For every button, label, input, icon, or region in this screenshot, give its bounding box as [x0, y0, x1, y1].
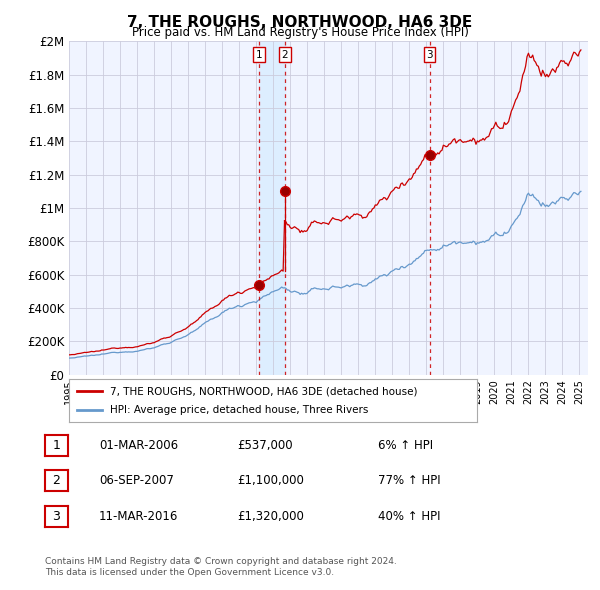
Bar: [259, 41, 284, 375]
Text: 7, THE ROUGHS, NORTHWOOD, HA6 3DE: 7, THE ROUGHS, NORTHWOOD, HA6 3DE: [127, 15, 473, 30]
Text: 3: 3: [52, 510, 61, 523]
Text: 6% ↑ HPI: 6% ↑ HPI: [378, 439, 433, 452]
Text: 2: 2: [281, 50, 288, 60]
Text: 11-MAR-2016: 11-MAR-2016: [99, 510, 178, 523]
Text: 40% ↑ HPI: 40% ↑ HPI: [378, 510, 440, 523]
Text: 2: 2: [52, 474, 61, 487]
Text: 1: 1: [52, 439, 61, 452]
Text: 77% ↑ HPI: 77% ↑ HPI: [378, 474, 440, 487]
Text: 06-SEP-2007: 06-SEP-2007: [99, 474, 174, 487]
Text: 01-MAR-2006: 01-MAR-2006: [99, 439, 178, 452]
Text: This data is licensed under the Open Government Licence v3.0.: This data is licensed under the Open Gov…: [45, 568, 334, 577]
Text: 1: 1: [256, 50, 262, 60]
Text: £537,000: £537,000: [237, 439, 293, 452]
Text: HPI: Average price, detached house, Three Rivers: HPI: Average price, detached house, Thre…: [110, 405, 368, 415]
Text: £1,320,000: £1,320,000: [237, 510, 304, 523]
Text: Contains HM Land Registry data © Crown copyright and database right 2024.: Contains HM Land Registry data © Crown c…: [45, 558, 397, 566]
Text: 7, THE ROUGHS, NORTHWOOD, HA6 3DE (detached house): 7, THE ROUGHS, NORTHWOOD, HA6 3DE (detac…: [110, 386, 418, 396]
Text: 3: 3: [426, 50, 433, 60]
Text: Price paid vs. HM Land Registry's House Price Index (HPI): Price paid vs. HM Land Registry's House …: [131, 26, 469, 39]
Text: £1,100,000: £1,100,000: [237, 474, 304, 487]
